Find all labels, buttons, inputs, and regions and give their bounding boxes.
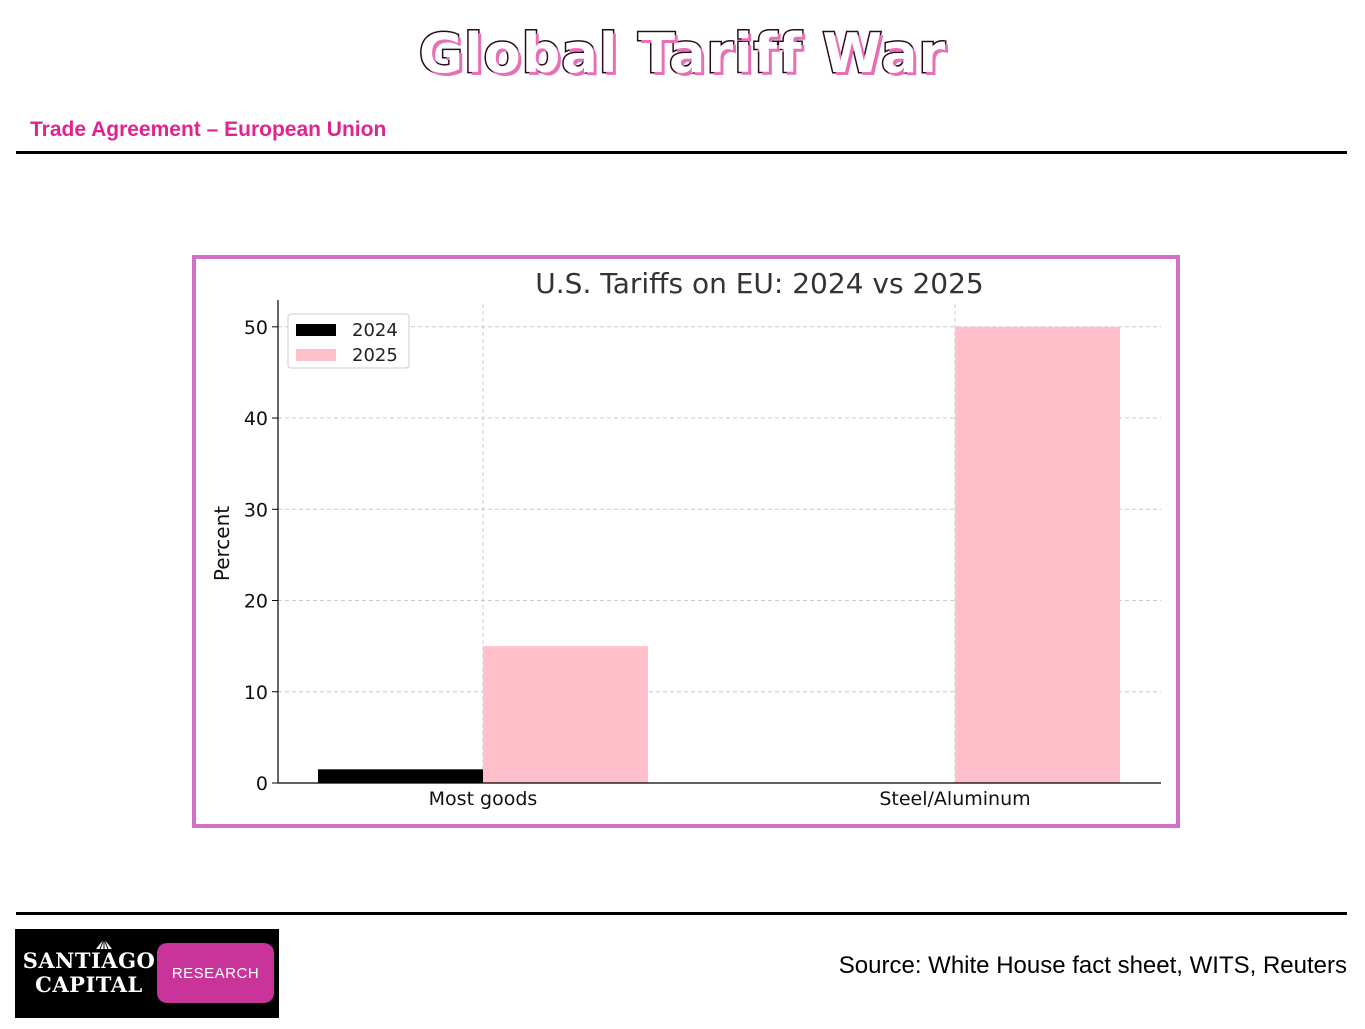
chart-title: U.S. Tariffs on EU: 2024 vs 2025 xyxy=(535,267,983,300)
x-tick-label: Steel/Aluminum xyxy=(879,788,1030,810)
bar-2025-1 xyxy=(955,326,1120,783)
logo-line-2: CAPITAL xyxy=(35,972,143,997)
y-tick-label: 40 xyxy=(244,408,268,430)
y-tick-label: 10 xyxy=(244,682,268,704)
chart-frame: U.S. Tariffs on EU: 2024 vs 2025 0 10 20 30 4… xyxy=(192,255,1180,828)
bar-2025-0 xyxy=(483,646,648,783)
y-axis-label: Percent xyxy=(210,506,234,581)
research-badge: RESEARCH xyxy=(157,943,274,1003)
legend-label-2025: 2025 xyxy=(352,345,398,366)
y-tick-label: 20 xyxy=(244,591,268,613)
section-subtitle: Trade Agreement – European Union xyxy=(30,118,387,141)
legend-label-2024: 2024 xyxy=(352,320,398,341)
source-note: Source: White House fact sheet, WITS, Re… xyxy=(838,952,1347,979)
company-logo: SANTIAGO CAPITAL RESEARCH xyxy=(15,929,279,1018)
legend-swatch-2025 xyxy=(296,349,336,361)
bar-chart: U.S. Tariffs on EU: 2024 vs 2025 0 10 20 30 4… xyxy=(210,267,1161,810)
bar-2024-0 xyxy=(318,769,483,783)
y-tick-label: 50 xyxy=(244,317,268,339)
y-tick-label: 30 xyxy=(244,499,268,521)
logo-line-1: SANTIAGO xyxy=(22,948,156,973)
top-divider xyxy=(16,151,1347,154)
bottom-divider xyxy=(16,912,1347,915)
y-tick-label: 0 xyxy=(256,773,268,795)
page-title: Global Tariff War xyxy=(417,21,947,87)
logo-wordmark: SANTIAGO CAPITAL xyxy=(19,949,159,997)
x-tick-label: Most goods xyxy=(429,788,538,810)
scallop-shell-icon xyxy=(96,938,112,950)
legend-swatch-2024 xyxy=(296,324,336,336)
